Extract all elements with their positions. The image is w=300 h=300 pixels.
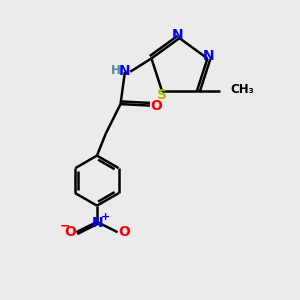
Text: −: − <box>59 220 70 233</box>
Text: O: O <box>64 225 76 239</box>
Text: +: + <box>100 212 110 222</box>
Text: CH₃: CH₃ <box>231 83 254 96</box>
Text: S: S <box>157 88 167 102</box>
Text: N: N <box>119 64 131 78</box>
Text: N: N <box>203 49 215 62</box>
Text: O: O <box>151 99 162 112</box>
Text: H: H <box>111 64 121 77</box>
Text: N: N <box>92 216 104 230</box>
Text: O: O <box>118 225 130 239</box>
Text: N: N <box>172 28 184 42</box>
